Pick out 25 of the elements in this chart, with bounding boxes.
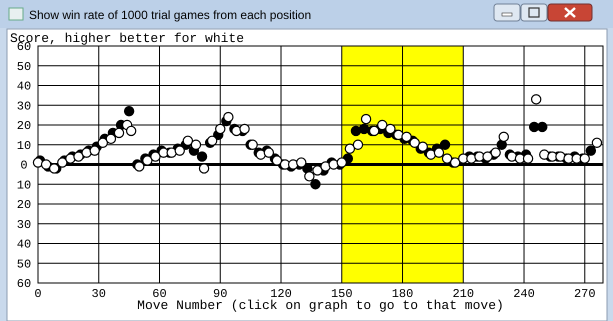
y-tick-label: 0 <box>20 158 28 172</box>
y-tick-label: 40 <box>16 238 32 252</box>
y-tick-label: 20 <box>16 119 32 133</box>
y-tick-label: 30 <box>16 218 32 232</box>
x-tick-label: 0 <box>34 287 42 301</box>
y-tick-label: 20 <box>16 198 32 212</box>
y-tick-label: 60 <box>16 277 32 291</box>
x-tick-label: 180 <box>392 287 414 301</box>
x-tick-label: 270 <box>574 287 596 301</box>
x-tick-label: 120 <box>270 287 292 301</box>
y-tick-label: 50 <box>16 60 32 74</box>
x-tick-label: 90 <box>213 287 228 301</box>
x-tick-label: 30 <box>92 287 106 301</box>
y-tick-label: 50 <box>16 257 32 272</box>
y-tick-label: 10 <box>16 138 32 153</box>
y-tick-label: 40 <box>16 80 32 94</box>
x-tick-label: 210 <box>452 287 474 301</box>
x-axis-title: Move Number (click on graph to go to that move) <box>137 298 504 313</box>
chart-title: Show win rate of 1000 trial games from each position <box>29 8 312 22</box>
y-tick-label: 10 <box>16 178 32 192</box>
y-axis-title: Score, higher better for white <box>10 31 244 46</box>
x-tick-label: 240 <box>513 287 535 301</box>
x-tick-label: 150 <box>330 287 353 301</box>
y-tick-label: 30 <box>16 99 32 114</box>
x-tick-label: 60 <box>152 287 167 301</box>
